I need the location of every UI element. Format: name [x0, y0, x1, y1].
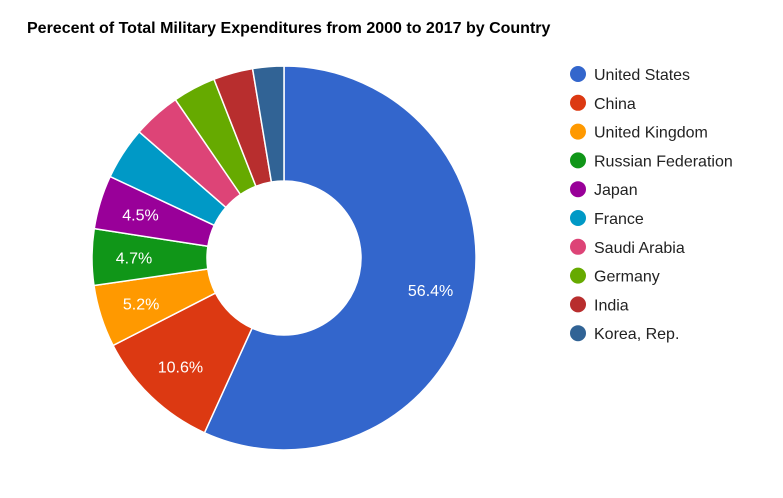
- chart-title: Perecent of Total Military Expenditures …: [27, 20, 551, 37]
- legend-swatch-india: [570, 296, 586, 313]
- legend-swatch-russian-federation: [570, 152, 586, 169]
- legend-label-germany: Germany: [594, 269, 660, 286]
- legend-item-france[interactable]: France: [570, 210, 644, 228]
- slice-label-china: 10.6%: [158, 359, 203, 376]
- legend-label-russian-federation: Russian Federation: [594, 153, 733, 170]
- legend-item-russian-federation[interactable]: Russian Federation: [570, 152, 733, 170]
- slice-label-united-states: 56.4%: [408, 283, 453, 300]
- legend-item-japan[interactable]: Japan: [570, 181, 638, 199]
- legend-label-korea-rep: Korea, Rep.: [594, 326, 679, 343]
- slice-label-russian-federation: 4.7%: [116, 250, 152, 267]
- legend-swatch-france: [570, 210, 586, 226]
- legend-label-china: China: [594, 96, 636, 113]
- legend-item-india[interactable]: India: [570, 296, 629, 314]
- legend: United States China United Kingdom Russian …: [570, 66, 733, 343]
- legend-swatch-korea-rep: [570, 325, 586, 342]
- legend-item-korea-rep[interactable]: Korea, Rep.: [570, 325, 679, 343]
- slices-group: [91, 65, 477, 451]
- legend-swatch-china: [570, 94, 586, 111]
- legend-swatch-united-kingdom: [570, 123, 586, 140]
- slice-korea-rep[interactable]: [251, 65, 285, 183]
- legend-item-united-states[interactable]: United States: [570, 66, 690, 84]
- legend-label-india: India: [594, 297, 629, 314]
- legend-swatch-germany: [570, 267, 586, 284]
- legend-item-germany[interactable]: Germany: [570, 267, 660, 286]
- legend-label-france: France: [594, 211, 644, 228]
- legend-item-saudi-arabia[interactable]: Saudi Arabia: [570, 238, 685, 257]
- legend-label-united-states: United States: [594, 67, 690, 84]
- slice-united-states[interactable]: [203, 65, 477, 451]
- legend-item-united-kingdom[interactable]: United Kingdom: [570, 123, 708, 142]
- legend-swatch-japan: [570, 181, 586, 198]
- legend-item-china[interactable]: China: [570, 94, 636, 113]
- legend-swatch-saudi-arabia: [570, 238, 586, 255]
- legend-label-saudi-arabia: Saudi Arabia: [594, 240, 685, 257]
- slice-label-united-kingdom: 5.2%: [123, 297, 159, 314]
- legend-swatch-united-states: [570, 66, 586, 82]
- legend-label-united-kingdom: United Kingdom: [594, 125, 708, 142]
- slice-label-japan: 4.5%: [122, 207, 158, 224]
- slice-labels-group: 56.4% 10.6% 5.2% 4.7% 4.5%: [116, 207, 454, 376]
- legend-label-japan: Japan: [594, 182, 638, 199]
